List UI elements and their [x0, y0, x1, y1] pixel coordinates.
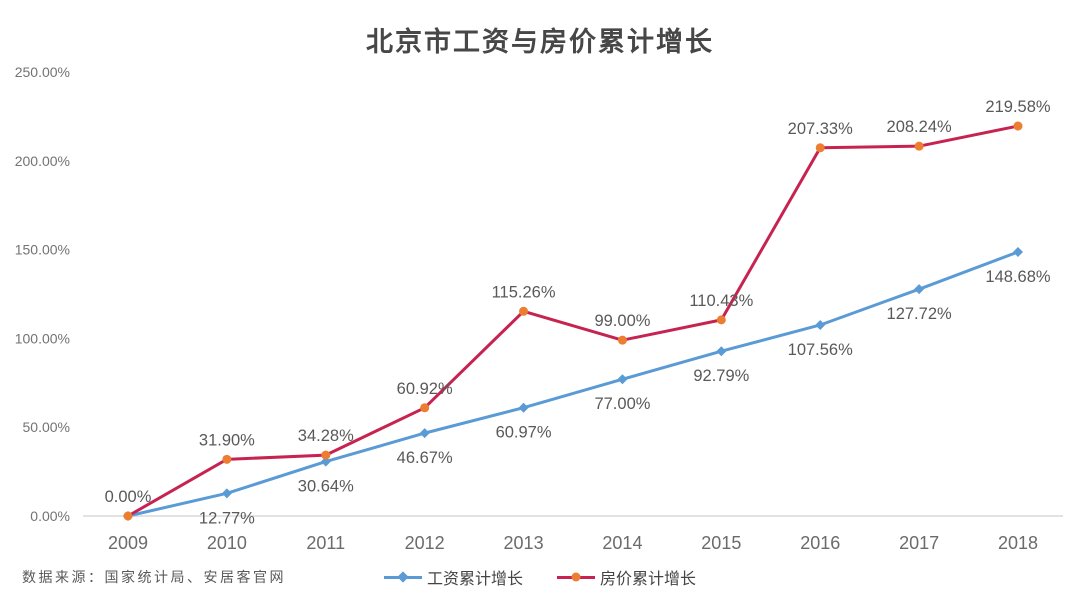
data-point-house-price [321, 450, 331, 460]
data-point-wage [518, 402, 529, 413]
data-point-house-price [222, 454, 232, 464]
data-point-wage [320, 456, 331, 467]
data-point-wage [1013, 246, 1023, 257]
data-label-house-price: 0.00% [105, 488, 152, 506]
data-point-wage [419, 428, 430, 439]
data-point-house-price [815, 143, 825, 153]
data-label-house-price: 34.28% [298, 427, 354, 445]
data-label-wage: 46.67% [397, 449, 453, 467]
data-label-house-price: 99.00% [594, 312, 650, 330]
legend-marker-wage [397, 571, 409, 583]
x-tick-label: 2010 [207, 533, 247, 553]
y-tick-label: 150.00% [15, 242, 70, 258]
legend-marker-house-price [571, 572, 581, 582]
y-tick-label: 50.00% [23, 419, 70, 435]
data-point-house-price [617, 335, 627, 345]
y-tick-label: 250.00% [15, 64, 70, 80]
data-point-house-price [716, 315, 726, 325]
data-point-wage [914, 284, 925, 295]
x-tick-label: 2017 [899, 533, 939, 553]
data-label-wage: 127.72% [887, 305, 952, 323]
x-tick-label: 2011 [306, 533, 345, 553]
legend-label-wage: 工资累计增长 [426, 571, 523, 588]
series-line-house-price [126, 124, 1020, 518]
chart-title: 北京市工资与房价累计增长 [366, 27, 714, 57]
data-source-note: 数据来源：国家统计局、安居客官网 [22, 569, 286, 585]
data-point-house-price [914, 141, 924, 151]
data-point-house-price [420, 403, 430, 413]
data-point-wage [221, 488, 232, 499]
y-tick-label: 100.00% [15, 330, 70, 346]
data-point-wage [815, 319, 826, 330]
data-label-house-price: 110.43% [689, 292, 753, 310]
x-tick-label: 2009 [108, 533, 148, 553]
data-point-house-price [123, 511, 133, 521]
data-label-wage: 30.64% [298, 478, 354, 496]
chart-legend: 工资累计增长 房价累计增长 [0, 565, 1080, 589]
data-label-wage: 92.79% [693, 367, 749, 385]
data-label-house-price: 219.58% [985, 98, 1050, 116]
data-point-house-price [519, 306, 529, 316]
legend-label-house-price: 房价累计增长 [600, 571, 697, 588]
data-label-wage: 60.97% [496, 424, 552, 442]
legend-item-wage: 工资累计增长 [383, 565, 523, 589]
series-line-wage [126, 250, 1020, 518]
data-label-house-price: 207.33% [788, 120, 853, 138]
y-tick-label: 200.00% [15, 153, 70, 169]
data-point-wage [617, 374, 628, 385]
data-label-house-price: 31.90% [199, 431, 255, 449]
data-label-house-price: 115.26% [492, 283, 556, 301]
data-label-wage: 148.68% [985, 268, 1050, 286]
y-tick-label: 0.00% [30, 508, 70, 524]
data-label-wage: 107.56% [788, 341, 853, 359]
legend-item-house-price: 房价累计增长 [557, 565, 696, 589]
data-label-house-price: 208.24% [887, 118, 952, 136]
data-point-house-price [1013, 121, 1023, 131]
x-tick-label: 2013 [504, 533, 544, 553]
data-label-house-price: 60.92% [397, 380, 453, 398]
data-label-wage: 77.00% [594, 395, 650, 413]
x-tick-label: 2012 [405, 533, 445, 553]
data-point-wage [716, 346, 727, 357]
legend-line-house-price [557, 572, 595, 582]
x-tick-label: 2018 [998, 533, 1038, 553]
legend-line-wage [383, 571, 422, 583]
x-tick-label: 2016 [800, 533, 840, 553]
x-tick-label: 2015 [701, 533, 741, 553]
x-tick-label: 2014 [602, 533, 642, 553]
data-label-wage: 12.77% [199, 509, 255, 527]
